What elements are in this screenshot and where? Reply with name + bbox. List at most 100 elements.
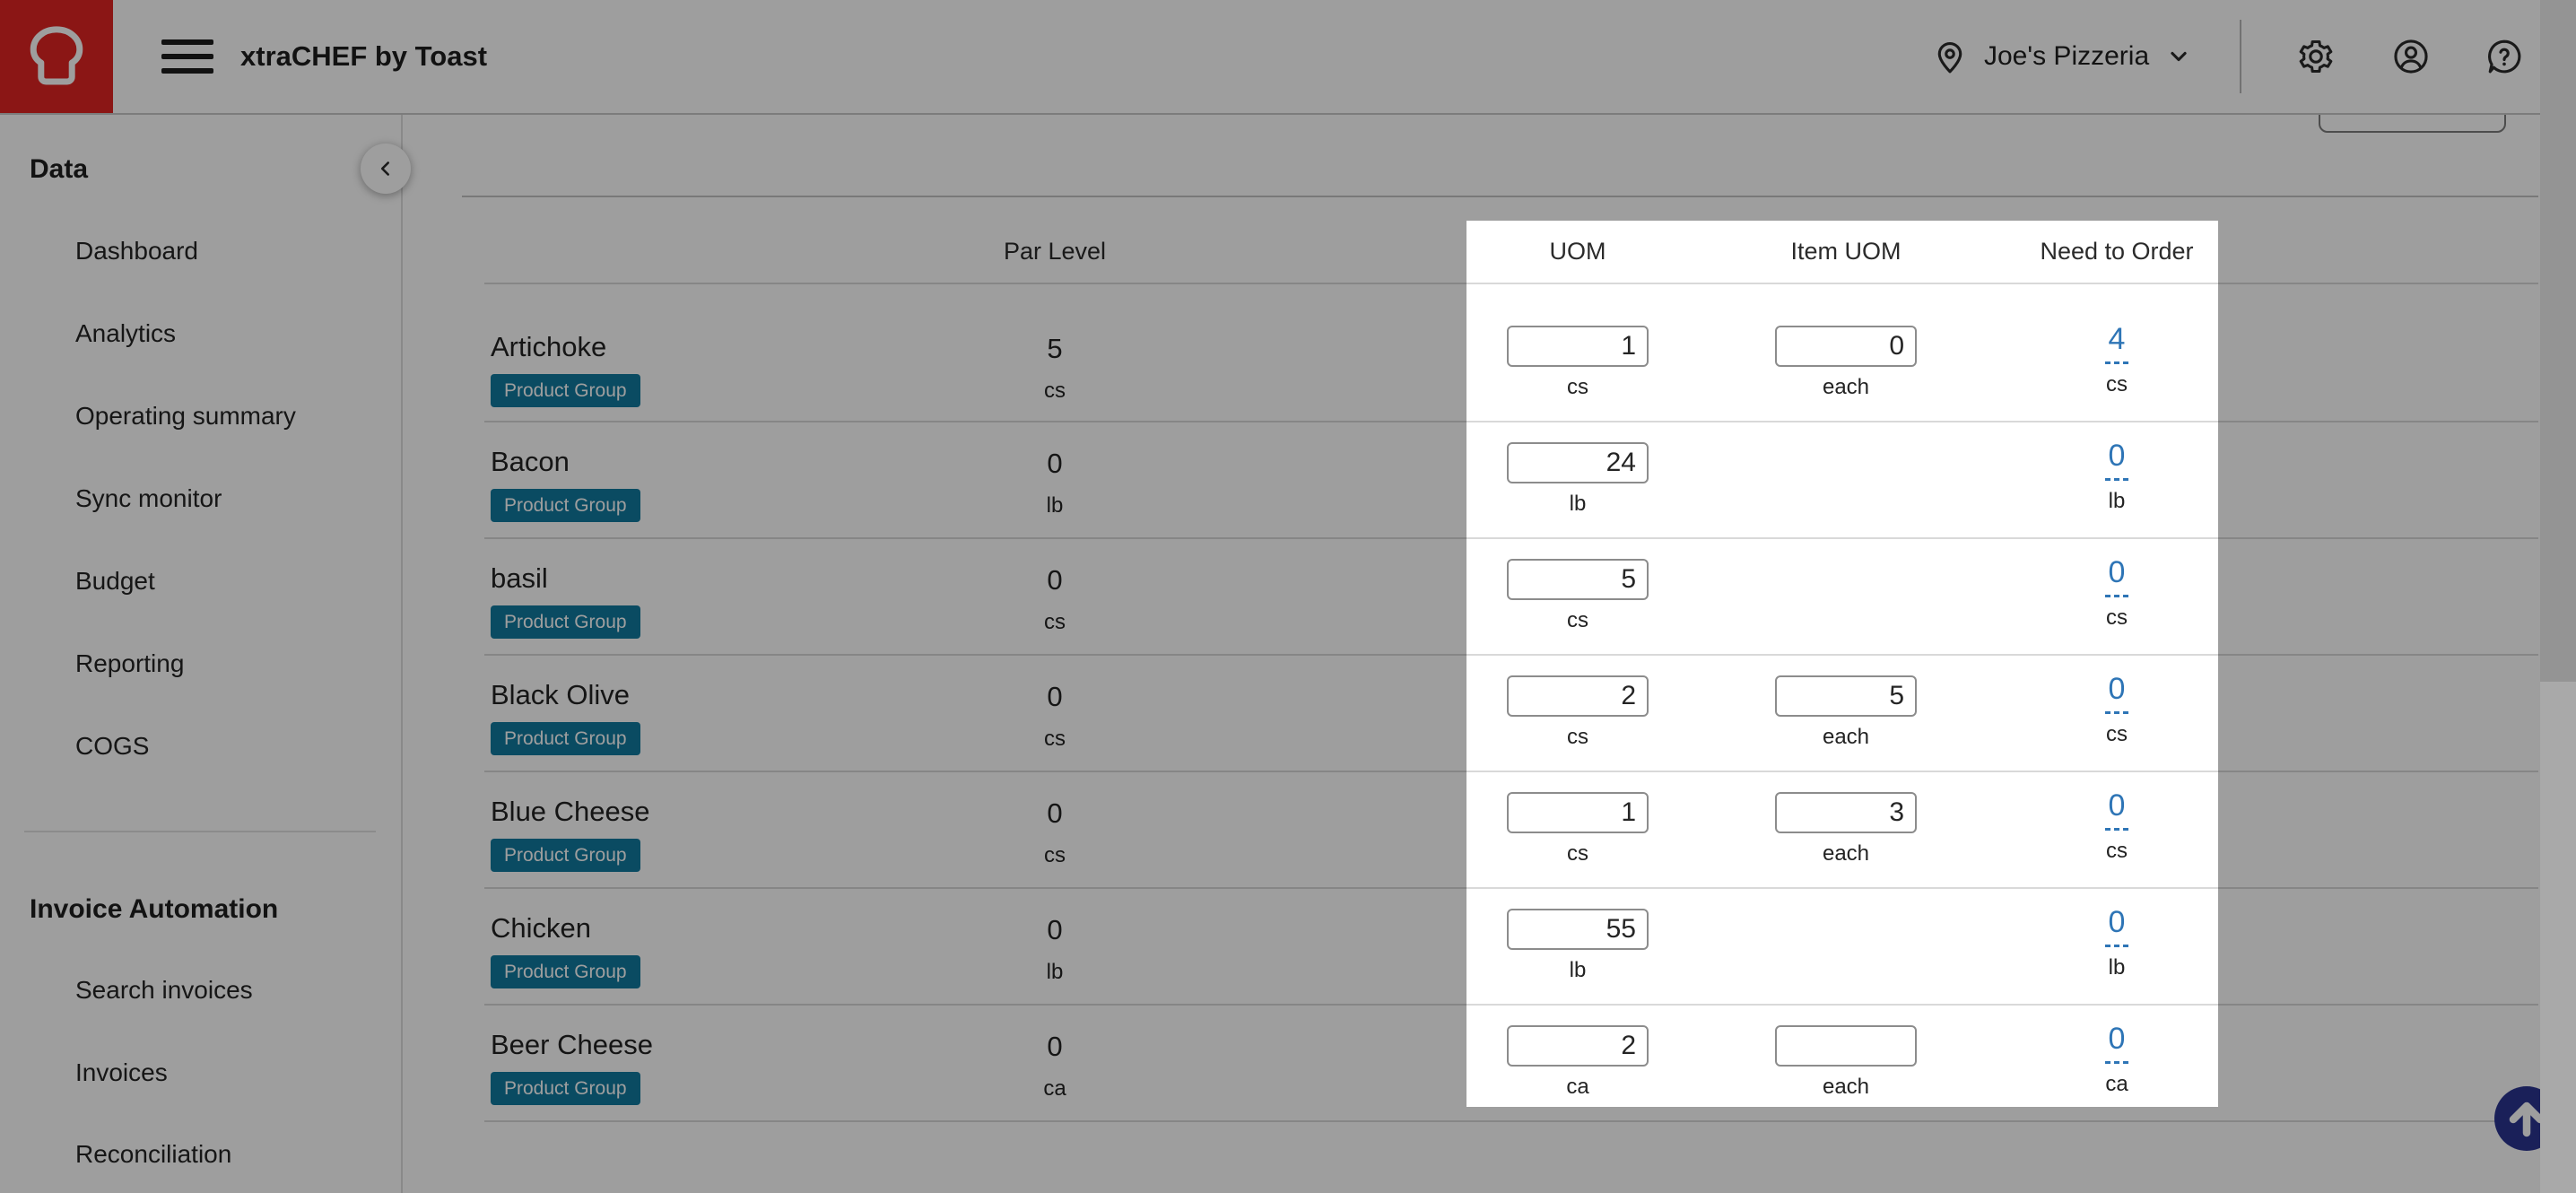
- location-selector[interactable]: Joe's Pizzeria: [1930, 0, 2194, 113]
- need-to-order-link[interactable]: 0: [2104, 440, 2129, 481]
- item-name-cell: Bacon Product Group: [491, 446, 640, 522]
- uom-quantity-input[interactable]: [1507, 792, 1649, 833]
- par-level-value: 5: [1047, 333, 1063, 364]
- uom-quantity-input[interactable]: [1507, 326, 1649, 367]
- top-bar: xtraCHEF by Toast Joe's Pizzeria: [0, 0, 2576, 115]
- need-to-order-unit: cs: [2106, 839, 2128, 863]
- sidebar-item-budget[interactable]: Budget: [75, 567, 155, 595]
- par-level-unit: cs: [1044, 379, 1066, 403]
- uom-cell: lb: [1488, 909, 1667, 983]
- uom-quantity-input[interactable]: [1507, 675, 1649, 717]
- par-level-unit: cs: [1044, 727, 1066, 751]
- need-to-order-link[interactable]: 0: [2104, 790, 2129, 831]
- need-to-order-cell: 4 cs: [2027, 324, 2206, 397]
- uom-unit-label: lb: [1569, 958, 1587, 982]
- sidebar-item-reporting[interactable]: Reporting: [75, 649, 185, 677]
- need-to-order-link[interactable]: 4: [2104, 324, 2129, 364]
- par-level-value: 0: [1047, 797, 1063, 829]
- sidebar-item-operating-summary[interactable]: Operating summary: [75, 402, 296, 430]
- item-name: Black Olive: [491, 679, 631, 710]
- scrollbar-thumb[interactable]: [2540, 0, 2576, 682]
- sidebar-section-invoice-automation: Invoice Automation: [30, 894, 279, 924]
- par-level-cell: 0 cs: [965, 797, 1144, 868]
- chevron-left-icon: [380, 161, 390, 176]
- order-guide-table: Par Level UOM Item UOM Need to Order Art…: [484, 221, 2538, 1122]
- toast-bread-logo-icon: [30, 26, 83, 85]
- product-group-badge: Product Group: [491, 489, 640, 522]
- uom-quantity-input[interactable]: [1507, 909, 1649, 950]
- sidebar: Data Dashboard Analytics Operating summa…: [0, 113, 403, 1193]
- sidebar-divider: [24, 831, 376, 832]
- item-name: Bacon: [491, 446, 570, 477]
- product-group-badge: Product Group: [491, 839, 640, 872]
- menu-icon[interactable]: [161, 39, 213, 74]
- need-to-order-link[interactable]: 0: [2104, 674, 2129, 714]
- par-level-unit: cs: [1044, 610, 1066, 634]
- help-icon[interactable]: [2485, 37, 2524, 76]
- par-level-unit: ca: [1043, 1076, 1066, 1101]
- par-level-value: 0: [1047, 1031, 1063, 1062]
- par-level-cell: 0 lb: [965, 448, 1144, 518]
- uom-unit-label: cs: [1567, 375, 1588, 399]
- item-uom-quantity-input[interactable]: [1775, 1025, 1917, 1067]
- need-to-order-link[interactable]: 0: [2104, 1023, 2129, 1064]
- item-uom-cell: each: [1756, 1025, 1936, 1100]
- uom-quantity-input[interactable]: [1507, 1025, 1649, 1067]
- sidebar-item-invoices[interactable]: Invoices: [75, 1058, 168, 1086]
- item-uom-quantity-input[interactable]: [1775, 326, 1917, 367]
- sidebar-item-sync-monitor[interactable]: Sync monitor: [75, 484, 222, 512]
- app-title: xtraCHEF by Toast: [240, 40, 488, 72]
- product-group-badge: Product Group: [491, 374, 640, 407]
- par-level-unit: lb: [1046, 493, 1064, 518]
- uom-cell: cs: [1488, 792, 1667, 866]
- item-name: basil: [491, 562, 548, 594]
- sidebar-item-reconciliation[interactable]: Reconciliation: [75, 1140, 232, 1168]
- toast-logo[interactable]: [0, 0, 113, 113]
- item-uom-unit-label: each: [1822, 841, 1870, 866]
- need-to-order-unit: cs: [2106, 372, 2128, 396]
- item-uom-quantity-input[interactable]: [1775, 675, 1917, 717]
- uom-cell: cs: [1488, 326, 1667, 400]
- table-row: Blue Cheese Product Group 0 cs cs each 0…: [484, 772, 2538, 889]
- need-to-order-unit: cs: [2106, 605, 2128, 630]
- table-header-row: Par Level UOM Item UOM Need to Order: [484, 221, 2538, 284]
- sidebar-item-search-invoices[interactable]: Search invoices: [75, 976, 253, 1004]
- need-to-order-cell: 0 lb: [2027, 440, 2206, 514]
- sidebar-item-analytics[interactable]: Analytics: [75, 319, 177, 347]
- account-icon[interactable]: [2391, 37, 2431, 76]
- par-level-cell: 0 cs: [965, 564, 1144, 635]
- need-to-order-link[interactable]: 0: [2104, 557, 2129, 597]
- sidebar-item-cogs[interactable]: COGS: [75, 732, 150, 760]
- item-name: Chicken: [491, 912, 591, 944]
- scrollbar-track[interactable]: [2540, 0, 2576, 1193]
- uom-cell: ca: [1488, 1025, 1667, 1100]
- uom-unit-label: cs: [1567, 725, 1588, 749]
- item-name-cell: Black Olive Product Group: [491, 679, 640, 755]
- uom-quantity-input[interactable]: [1507, 559, 1649, 600]
- sidebar-collapse-button[interactable]: [361, 144, 411, 194]
- content-top-divider: [462, 196, 2538, 197]
- need-to-order-unit: ca: [2105, 1072, 2128, 1096]
- uom-quantity-input[interactable]: [1507, 442, 1649, 483]
- item-name-cell: Chicken Product Group: [491, 912, 640, 988]
- item-name-cell: basil Product Group: [491, 562, 640, 639]
- table-row: Beer Cheese Product Group 0 ca ca each 0…: [484, 1006, 2538, 1122]
- chevron-down-icon: [2171, 51, 2187, 62]
- need-to-order-link[interactable]: 0: [2104, 907, 2129, 947]
- table-row: Bacon Product Group 0 lb lb 0 lb: [484, 422, 2538, 539]
- item-uom-quantity-input[interactable]: [1775, 792, 1917, 833]
- column-header-need-to-order: Need to Order: [2040, 238, 2194, 265]
- column-header-item-uom: Item UOM: [1790, 238, 1902, 265]
- par-level-value: 0: [1047, 564, 1063, 596]
- need-to-order-cell: 0 cs: [2027, 674, 2206, 747]
- item-uom-cell: each: [1756, 326, 1936, 400]
- need-to-order-unit: lb: [2108, 489, 2126, 513]
- need-to-order-cell: 0 cs: [2027, 790, 2206, 864]
- par-level-value: 0: [1047, 914, 1063, 945]
- sidebar-item-dashboard[interactable]: Dashboard: [75, 237, 198, 265]
- item-uom-cell: each: [1756, 675, 1936, 750]
- item-name: Beer Cheese: [491, 1029, 653, 1060]
- gear-icon[interactable]: [2296, 37, 2336, 76]
- product-group-badge: Product Group: [491, 605, 640, 639]
